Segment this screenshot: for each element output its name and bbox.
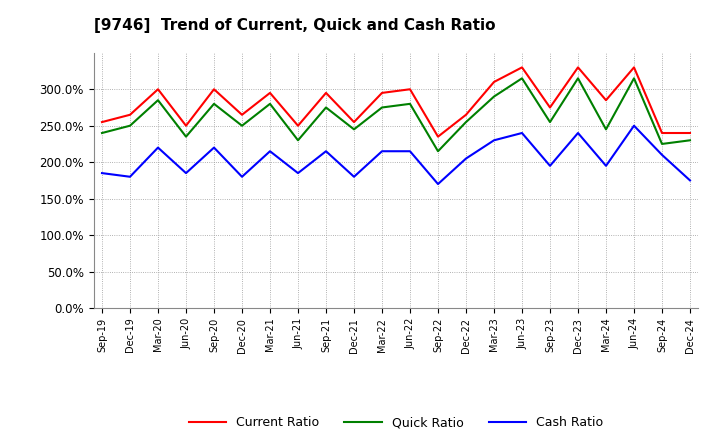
Current Ratio <box>126 112 135 117</box>
Cash Ratio <box>630 123 639 128</box>
Cash Ratio <box>433 181 442 187</box>
Current Ratio <box>378 90 387 95</box>
Current Ratio <box>602 98 611 103</box>
Cash Ratio <box>98 170 107 176</box>
Cash Ratio <box>462 156 470 161</box>
Current Ratio <box>322 90 330 95</box>
Cash Ratio <box>322 149 330 154</box>
Quick Ratio <box>657 141 666 147</box>
Quick Ratio <box>405 101 414 106</box>
Quick Ratio <box>181 134 190 139</box>
Quick Ratio <box>433 149 442 154</box>
Legend: Current Ratio, Quick Ratio, Cash Ratio: Current Ratio, Quick Ratio, Cash Ratio <box>184 411 608 434</box>
Current Ratio <box>462 112 470 117</box>
Cash Ratio <box>657 152 666 158</box>
Quick Ratio <box>322 105 330 110</box>
Cash Ratio <box>490 138 498 143</box>
Cash Ratio <box>546 163 554 169</box>
Current Ratio <box>630 65 639 70</box>
Line: Quick Ratio: Quick Ratio <box>102 78 690 151</box>
Quick Ratio <box>574 76 582 81</box>
Current Ratio <box>518 65 526 70</box>
Current Ratio <box>238 112 246 117</box>
Current Ratio <box>350 119 359 125</box>
Quick Ratio <box>630 76 639 81</box>
Cash Ratio <box>405 149 414 154</box>
Quick Ratio <box>238 123 246 128</box>
Line: Current Ratio: Current Ratio <box>102 67 690 137</box>
Current Ratio <box>433 134 442 139</box>
Current Ratio <box>153 87 162 92</box>
Current Ratio <box>266 90 274 95</box>
Current Ratio <box>98 119 107 125</box>
Current Ratio <box>685 130 694 136</box>
Cash Ratio <box>685 178 694 183</box>
Current Ratio <box>181 123 190 128</box>
Current Ratio <box>546 105 554 110</box>
Quick Ratio <box>266 101 274 106</box>
Cash Ratio <box>294 170 302 176</box>
Cash Ratio <box>238 174 246 180</box>
Current Ratio <box>490 79 498 84</box>
Text: [9746]  Trend of Current, Quick and Cash Ratio: [9746] Trend of Current, Quick and Cash … <box>94 18 495 33</box>
Current Ratio <box>657 130 666 136</box>
Quick Ratio <box>294 138 302 143</box>
Cash Ratio <box>126 174 135 180</box>
Quick Ratio <box>685 138 694 143</box>
Quick Ratio <box>462 119 470 125</box>
Cash Ratio <box>181 170 190 176</box>
Cash Ratio <box>378 149 387 154</box>
Cash Ratio <box>518 130 526 136</box>
Cash Ratio <box>574 130 582 136</box>
Quick Ratio <box>518 76 526 81</box>
Cash Ratio <box>350 174 359 180</box>
Quick Ratio <box>490 94 498 99</box>
Quick Ratio <box>98 130 107 136</box>
Quick Ratio <box>602 127 611 132</box>
Current Ratio <box>210 87 218 92</box>
Line: Cash Ratio: Cash Ratio <box>102 126 690 184</box>
Quick Ratio <box>153 98 162 103</box>
Quick Ratio <box>210 101 218 106</box>
Current Ratio <box>405 87 414 92</box>
Cash Ratio <box>266 149 274 154</box>
Current Ratio <box>294 123 302 128</box>
Quick Ratio <box>126 123 135 128</box>
Cash Ratio <box>153 145 162 150</box>
Quick Ratio <box>350 127 359 132</box>
Cash Ratio <box>210 145 218 150</box>
Current Ratio <box>574 65 582 70</box>
Quick Ratio <box>378 105 387 110</box>
Cash Ratio <box>602 163 611 169</box>
Quick Ratio <box>546 119 554 125</box>
